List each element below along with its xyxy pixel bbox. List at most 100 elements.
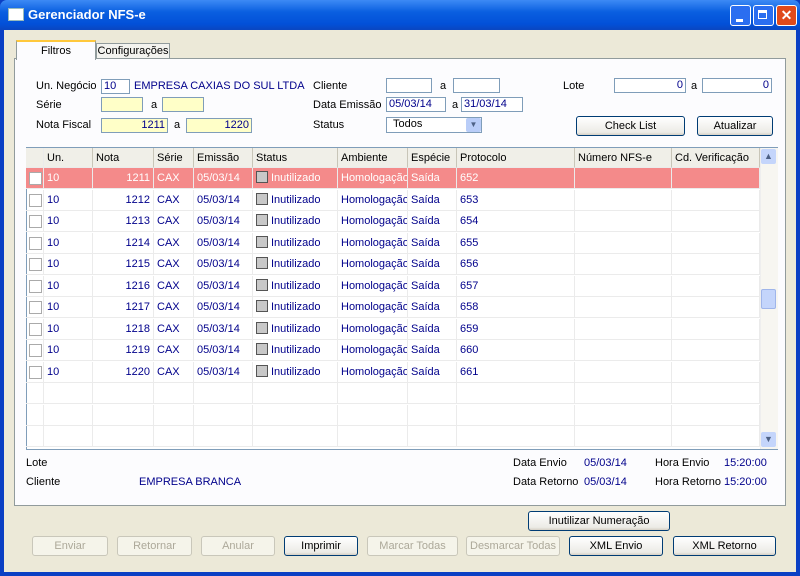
grid-cell: 05/03/14	[194, 361, 253, 383]
status-text: Inutilizado	[271, 258, 321, 270]
scroll-down[interactable]: ▼	[761, 432, 776, 447]
row-checkbox[interactable]	[26, 340, 44, 361]
field-label: a	[691, 80, 698, 92]
field-label: Hora Envio	[655, 457, 710, 469]
field-label: Status	[313, 119, 345, 131]
button[interactable]: Atualizar	[697, 116, 773, 136]
grid-cell	[194, 383, 253, 404]
status-text: Inutilizado	[271, 215, 321, 227]
grid-cell	[44, 383, 93, 404]
input[interactable]: 0	[702, 78, 772, 93]
grid-cell: Homologação	[338, 211, 408, 232]
grid-cell: Saída	[408, 361, 457, 383]
minimize-button[interactable]	[730, 5, 751, 26]
grid-cell	[93, 383, 154, 404]
grid-cell: CAX	[154, 232, 194, 254]
field-label: Cliente	[313, 80, 348, 92]
input[interactable]	[162, 97, 204, 112]
grid-cell: Homologação	[338, 275, 408, 297]
grid-cell	[575, 340, 672, 361]
grid-cell	[575, 168, 672, 189]
row-checkbox[interactable]	[26, 297, 44, 318]
input[interactable]: 31/03/14	[461, 97, 523, 112]
select[interactable]: Todos	[386, 117, 482, 133]
status-text: Inutilizado	[271, 344, 321, 356]
detail-value: 15:20:00	[724, 457, 767, 469]
client-area: Filtros Configurações Un. Negócio 10 EMPRESA…	[4, 30, 796, 572]
row-checkbox[interactable]	[26, 189, 44, 211]
button[interactable]: Imprimir	[284, 536, 358, 556]
grid-cell	[457, 404, 575, 426]
row-checkbox[interactable]	[26, 254, 44, 275]
grid-cell	[672, 168, 760, 189]
grid-cell	[575, 318, 672, 340]
grid-cell: 658	[457, 297, 575, 318]
input[interactable]	[386, 78, 432, 93]
grid-cell: Homologação	[338, 254, 408, 275]
grid-cell: CAX	[154, 275, 194, 297]
input[interactable]: 10	[101, 79, 130, 94]
grid-cell: 10	[44, 168, 93, 189]
grid-cell: Homologação	[338, 168, 408, 189]
input[interactable]: 1220	[186, 118, 252, 133]
button[interactable]: Check List	[576, 116, 685, 136]
grid-cell: Saída	[408, 211, 457, 232]
grid-cell: Inutilizado	[253, 318, 338, 340]
grid-cell: 1214	[93, 232, 154, 254]
row-checkbox	[26, 426, 44, 447]
grid-cell: Saída	[408, 168, 457, 189]
input[interactable]	[453, 78, 500, 93]
grid-cell	[253, 426, 338, 447]
grid-cell: 05/03/14	[194, 275, 253, 297]
input[interactable]	[101, 97, 143, 112]
scroll-thumb[interactable]	[761, 289, 776, 309]
grid-cell: 10	[44, 318, 93, 340]
tab[interactable]: Filtros	[16, 40, 96, 60]
grid-cell: 657	[457, 275, 575, 297]
grid-cell: 1219	[93, 340, 154, 361]
status-text: Inutilizado	[271, 172, 321, 184]
input[interactable]: 1211	[101, 118, 168, 133]
select-arrow[interactable]: ▼	[466, 118, 481, 132]
grid-cell: Inutilizado	[253, 189, 338, 211]
grid-cell: 10	[44, 211, 93, 232]
grid-cell: 05/03/14	[194, 254, 253, 275]
grid-cell: 654	[457, 211, 575, 232]
field-label: a	[151, 99, 158, 111]
grid-cell	[672, 318, 760, 340]
row-checkbox[interactable]	[26, 275, 44, 297]
grid-cell: 1220	[93, 361, 154, 383]
row-checkbox[interactable]	[26, 168, 44, 189]
button[interactable]: XML Retorno	[673, 536, 776, 556]
input[interactable]: 0	[614, 78, 686, 93]
grid-cell: 1213	[93, 211, 154, 232]
grid-cell	[154, 426, 194, 447]
row-checkbox[interactable]	[26, 361, 44, 383]
header-cell	[26, 148, 44, 168]
grid-cell: 656	[457, 254, 575, 275]
grid-cell: CAX	[154, 340, 194, 361]
grid-cell	[253, 383, 338, 404]
input[interactable]: 05/03/14	[386, 97, 446, 112]
maximize-button[interactable]	[753, 5, 774, 26]
scroll-up[interactable]: ▲	[761, 149, 776, 164]
grid-cell	[575, 361, 672, 383]
grid-cell	[672, 189, 760, 211]
row-checkbox[interactable]	[26, 211, 44, 232]
column-header: Número NFS-e	[575, 148, 672, 168]
grid-cell: 05/03/14	[194, 189, 253, 211]
row-checkbox[interactable]	[26, 318, 44, 340]
button[interactable]: Inutilizar Numeração	[528, 511, 670, 531]
grid-cell	[575, 297, 672, 318]
grid-cell	[338, 383, 408, 404]
detail-value: EMPRESA BRANCA	[139, 476, 242, 488]
row-checkbox[interactable]	[26, 232, 44, 254]
button[interactable]: XML Envio	[569, 536, 663, 556]
grid-cell	[672, 275, 760, 297]
column-header: Cd. Verificação	[672, 148, 760, 168]
close-button[interactable]: ✕	[776, 5, 797, 26]
tab[interactable]: Configurações	[96, 43, 170, 59]
app-icon	[8, 8, 24, 21]
grid-cell: 05/03/14	[194, 211, 253, 232]
grid-cell	[672, 383, 760, 404]
